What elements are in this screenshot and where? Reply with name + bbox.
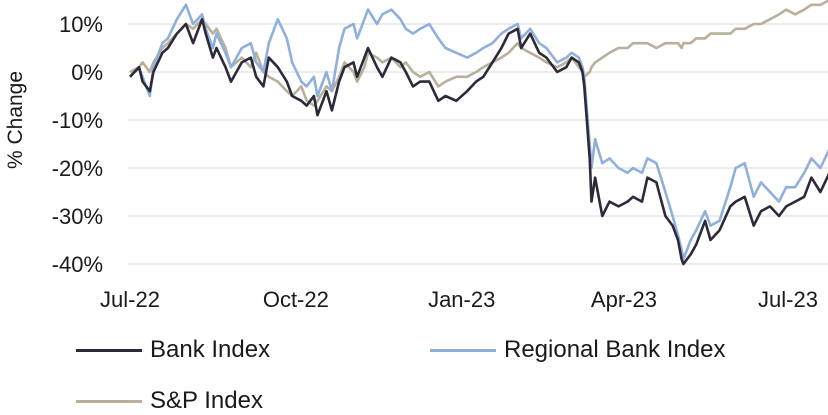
series-lines	[129, 0, 828, 266]
series-line-regional-bank-index	[129, 3, 828, 261]
series-line-bank-index	[129, 17, 828, 266]
y-axis-ticks: 10% 0% -10% -20% -30% -40%	[52, 12, 103, 277]
y-tick-label: 10%	[59, 12, 103, 37]
y-tick-label: -30%	[52, 204, 103, 229]
y-tick-label: -10%	[52, 108, 103, 133]
x-tick-label: Oct-22	[263, 287, 329, 312]
x-tick-label: Jul-22	[100, 287, 160, 312]
series-line-s-p-index	[129, 0, 828, 107]
gridlines	[128, 23, 828, 265]
y-tick-label: -20%	[52, 156, 103, 181]
y-tick-label: 0%	[71, 60, 103, 85]
x-axis-ticks: Jul-22 Oct-22 Jan-23 Apr-23 Jul-23	[100, 287, 818, 312]
x-tick-label: Apr-23	[591, 287, 657, 312]
y-tick-label: -40%	[52, 252, 103, 277]
y-axis-label: % Change	[4, 71, 27, 169]
x-tick-label: Jan-23	[428, 287, 495, 312]
x-tick-label: Jul-23	[758, 287, 818, 312]
